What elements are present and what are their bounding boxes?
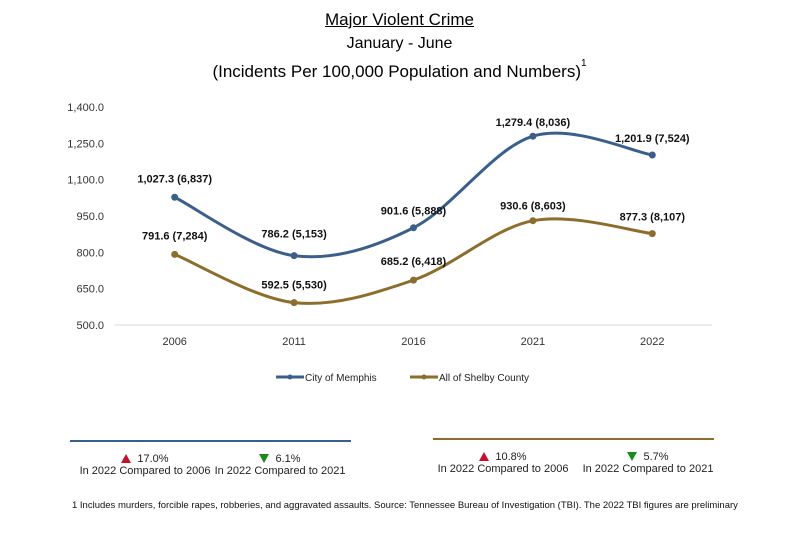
caption: In 2022 Compared to 2006 (437, 463, 569, 475)
data-point (410, 276, 417, 284)
memphis-stat-vs-2006: 17.0% In 2022 Compared to 2006 (70, 453, 220, 477)
y-axis: 500.0 650.0 800.0 950.0 1,100.0 1,250.0 1,400.… (67, 102, 104, 332)
x-tick-label: 2006 (162, 336, 186, 348)
x-tick-label: 2021 (521, 336, 545, 348)
line-chart: 500.0 650.0 800.0 950.0 1,100.0 1,250.0 1,400.… (67, 102, 712, 384)
data-point (648, 151, 656, 159)
legend-marker (287, 374, 293, 380)
x-tick-label: 2022 (640, 336, 664, 348)
y-tick-label: 500.0 (76, 320, 104, 332)
series-line-memphis (173, 131, 654, 259)
y-tick-label: 1,100.0 (67, 175, 104, 187)
data-label: 901.6 (5,888) (381, 206, 447, 218)
data-label: 786.2 (5,153) (261, 229, 327, 241)
percent-text: 10.8% (495, 451, 527, 463)
decrease-arrow-icon (627, 452, 638, 461)
legend-item-memphis: City of Memphis (276, 373, 377, 384)
x-axis: 2006 2011 2016 2021 2022 (162, 336, 664, 348)
increase-arrow-icon (121, 454, 132, 463)
data-label: 1,201.9 (7,524) (615, 133, 690, 145)
data-point (410, 224, 417, 232)
increase-arrow-icon (479, 452, 490, 461)
chart-title: Major Violent Crime (325, 10, 474, 29)
shelby-stat-vs-2021-percent: 5.7% (573, 451, 723, 463)
data-label: 1,027.3 (6,837) (137, 173, 212, 185)
legend-item-shelby: All of Shelby County (410, 373, 529, 384)
footnote: 1 Includes murders, forcible rapes, robb… (72, 500, 738, 511)
legend-label: All of Shelby County (439, 373, 529, 384)
memphis-stat-vs-2006-percent: 17.0% (70, 453, 220, 465)
caption: In 2022 Compared to 2021 (582, 463, 714, 475)
shelby-stat-vs-2006-percent: 10.8% (428, 451, 578, 463)
percent-text: 17.0% (137, 453, 169, 465)
legend-marker (421, 374, 427, 380)
y-tick-label: 1,400.0 (67, 102, 104, 114)
units-text: (Incidents Per 100,000 Population and Nu… (212, 62, 581, 81)
decrease-arrow-icon (259, 454, 270, 463)
legend: City of Memphis All of Shelby County (276, 373, 529, 384)
data-label: 877.3 (8,107) (620, 212, 686, 224)
shelby-panel-line (433, 438, 714, 440)
data-point (290, 299, 298, 307)
data-labels: 1,027.3 (6,837) 786.2 (5,153) 901.6 (5,888… (137, 117, 690, 291)
legend-label: City of Memphis (305, 373, 377, 384)
caption: In 2022 Compared to 2006 (79, 465, 211, 477)
data-label: 1,279.4 (8,036) (496, 117, 571, 129)
percent-text: 6.1% (275, 453, 301, 465)
shelby-stat-vs-2006: 10.8% In 2022 Compared to 2006 (428, 451, 578, 475)
y-tick-label: 950.0 (76, 211, 104, 223)
data-point (648, 230, 656, 238)
y-tick-label: 650.0 (76, 284, 104, 296)
memphis-stat-vs-2021: 6.1% In 2022 Compared to 2021 (205, 453, 355, 477)
y-tick-label: 800.0 (76, 247, 104, 259)
y-tick-label: 1,250.0 (67, 138, 104, 150)
chart-subtitle: January - June (346, 35, 453, 52)
memphis-stat-vs-2021-percent: 6.1% (205, 453, 355, 465)
series-group (171, 131, 656, 307)
memphis-panel-line (70, 440, 351, 442)
chart-subtitle-units: (Incidents Per 100,000 Population and Nu… (0, 58, 799, 82)
footnote-mark: 1 (581, 58, 587, 70)
data-label: 930.6 (8,603) (500, 201, 566, 213)
shelby-stat-vs-2021: 5.7% In 2022 Compared to 2021 (573, 451, 723, 475)
caption: In 2022 Compared to 2021 (214, 465, 346, 477)
data-label: 791.6 (7,284) (142, 230, 208, 242)
data-point (529, 217, 537, 225)
x-tick-label: 2011 (282, 336, 306, 348)
data-point (529, 132, 537, 140)
percent-text: 5.7% (643, 451, 669, 463)
data-point (290, 252, 298, 260)
data-point (171, 250, 179, 258)
data-label: 592.5 (5,530) (261, 280, 327, 292)
data-point (171, 193, 179, 201)
x-tick-label: 2016 (401, 336, 425, 348)
data-label: 685.2 (6,418) (381, 256, 447, 268)
